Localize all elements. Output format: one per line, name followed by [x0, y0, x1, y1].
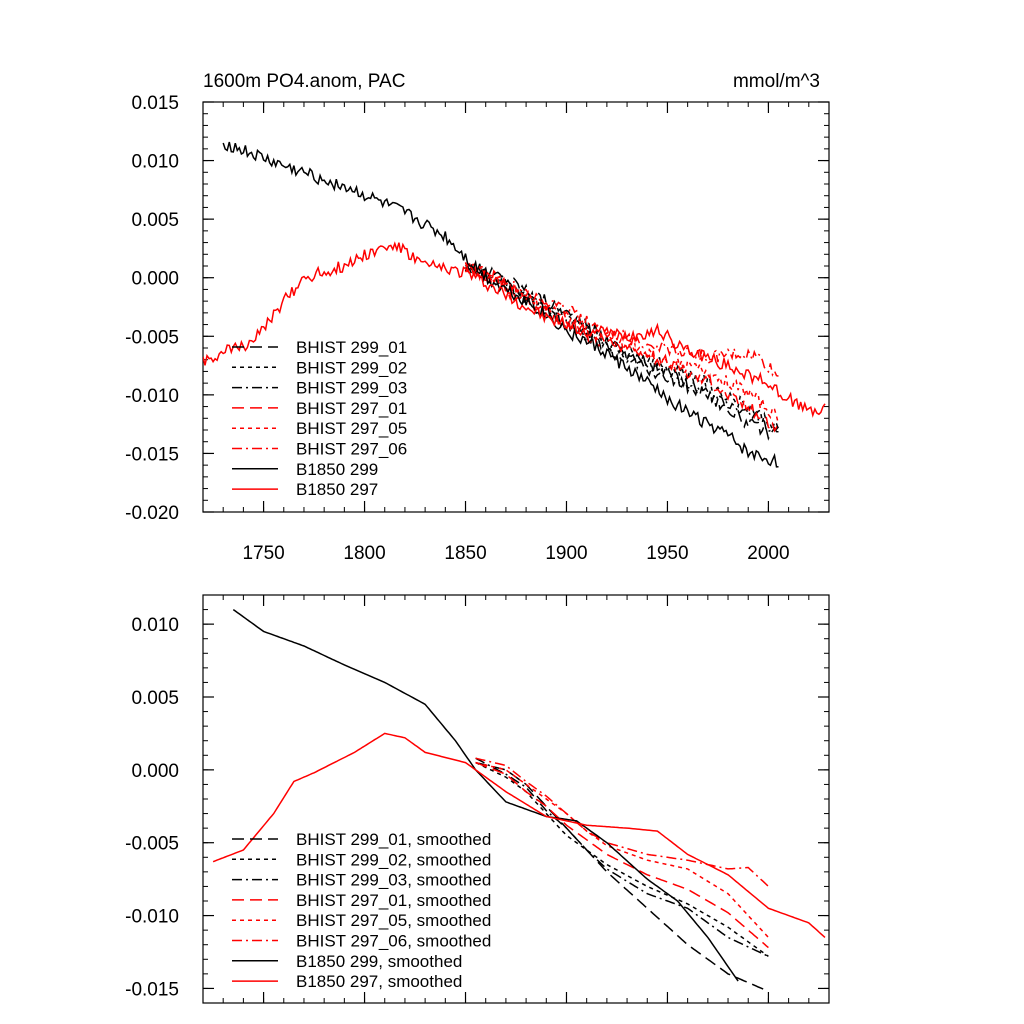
x-tick-label: 1850: [444, 543, 486, 564]
x-tick-label: 1800: [343, 543, 385, 564]
y-tick-label: -0.015: [125, 444, 179, 465]
y-tick-label: -0.005: [125, 834, 179, 855]
y-tick-label: -0.005: [125, 327, 179, 348]
plot-frame: [202, 101, 830, 513]
y-tick-label: -0.010: [125, 386, 179, 407]
legend-label: BHIST 297_01: [296, 399, 407, 418]
legend-label: BHIST 297_06: [296, 440, 407, 459]
y-tick-label: 0.000: [131, 269, 179, 290]
series-line-1-6: [232, 608, 739, 982]
bottom-panel: 0.010 0.005 0.000 -0.005 -0.010 -0.015 BHIST 2…: [125, 594, 830, 1004]
y-tick-label: -0.015: [125, 979, 179, 1000]
y-tick-label: 0.005: [131, 688, 179, 709]
series-line-1-0: [475, 761, 769, 992]
legend-label: BHIST 299_01: [296, 338, 407, 357]
y-tick-label: 0.015: [131, 93, 179, 114]
legend-label: B1850 297: [296, 480, 378, 499]
legend-label: BHIST 299_02, smoothed: [296, 850, 491, 869]
legend-label: B1850 297, smoothed: [296, 972, 462, 991]
legend-label: B1850 299: [296, 460, 378, 479]
chart-title: 1600m PO4.anom, PAC: [203, 71, 405, 92]
legend-label: BHIST 299_02: [296, 358, 407, 377]
top-panel: 1750 1800 1850 1900 1950 2000 0.015 0.010 0.005 0…: [125, 93, 830, 564]
series-line-1-7: [212, 732, 826, 938]
x-tick-label: 2000: [747, 543, 789, 564]
x-tick-label: 1750: [242, 543, 284, 564]
series-line-1-1: [475, 761, 769, 957]
series-line-0-7: [203, 241, 826, 418]
y-tick-label: 0.005: [131, 210, 179, 231]
legend-label: BHIST 299_03: [296, 379, 407, 398]
series-line-0-2: [464, 263, 780, 433]
y-tick-label: -0.020: [125, 503, 179, 524]
legend-label: BHIST 297_06, smoothed: [296, 932, 491, 951]
x-tick-label: 1900: [545, 543, 587, 564]
legend-label: B1850 299, smoothed: [296, 952, 462, 971]
series-line-1-2: [475, 757, 769, 958]
x-tick-label: 1950: [646, 543, 688, 564]
y-tick-label: 0.010: [131, 615, 179, 636]
legend-label: BHIST 297_05, smoothed: [296, 911, 491, 930]
series-line-1-3: [475, 761, 769, 949]
legend-label: BHIST 299_01, smoothed: [296, 830, 491, 849]
y-tick-label: -0.010: [125, 907, 179, 928]
series-line-0-3: [464, 262, 780, 433]
y-tick-label: 0.000: [131, 761, 179, 782]
legend-label: BHIST 297_01, smoothed: [296, 891, 491, 910]
series-line-0-6: [222, 141, 779, 468]
series-line-1-5: [475, 757, 769, 887]
series-line-0-5: [464, 261, 779, 377]
legend-label: BHIST 297_05: [296, 419, 407, 438]
legend-label: BHIST 299_03, smoothed: [296, 871, 491, 890]
y-tick-label: 0.010: [131, 152, 179, 173]
chart-units: mmol/m^3: [733, 71, 820, 92]
